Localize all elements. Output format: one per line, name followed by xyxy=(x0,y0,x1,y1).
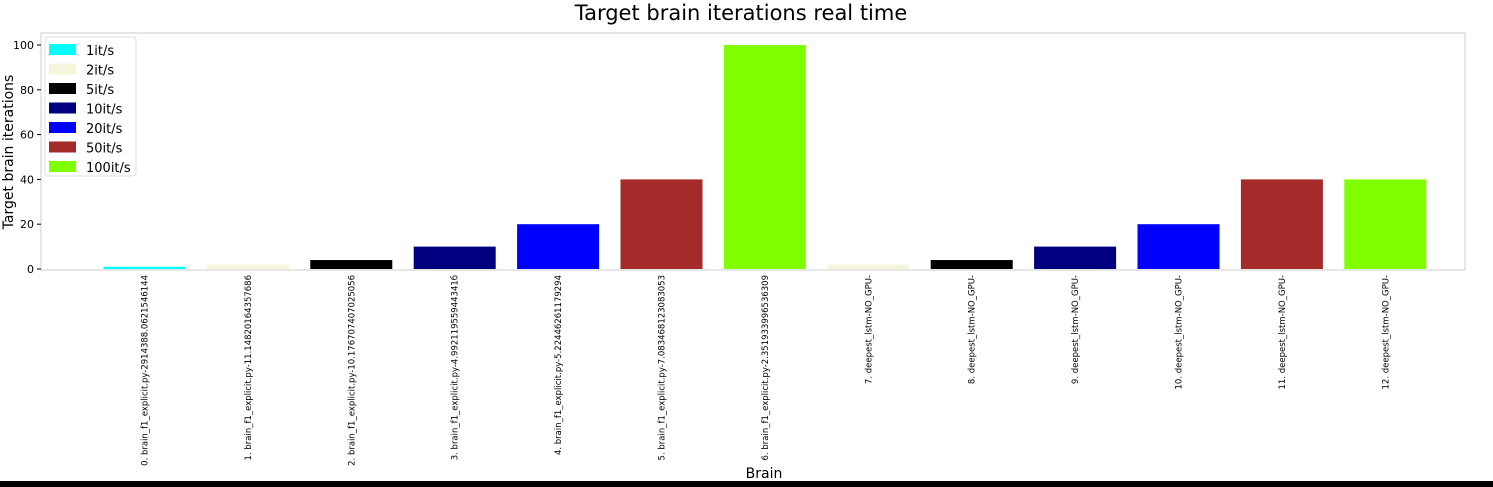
legend-swatch xyxy=(49,141,76,153)
legend-label: 1it/s xyxy=(86,44,114,59)
x-tick-label: 0. brain_f1_explicit.py-2914388.06215461… xyxy=(141,275,151,466)
y-axis: 0 20 40 60 80 100 xyxy=(13,39,41,276)
bar xyxy=(723,45,806,269)
bar xyxy=(103,266,186,269)
bar xyxy=(1240,179,1323,269)
bar xyxy=(1344,179,1427,269)
x-tick-label: 10. deepest_lstm-NO_GPU- xyxy=(1175,275,1185,389)
legend-label: 50it/s xyxy=(86,142,123,157)
bar xyxy=(1137,224,1220,269)
bar xyxy=(310,260,393,269)
legend-swatch xyxy=(49,161,76,172)
x-tick-label: 12. deepest_lstm-NO_GPU- xyxy=(1381,275,1391,389)
x-tick-label: 3. brain_f1_explicit.py-4.99211955944341… xyxy=(451,275,461,460)
bar xyxy=(206,264,289,269)
legend-swatch xyxy=(49,102,76,114)
legend-label: 100it/s xyxy=(86,161,131,176)
legend: 1it/s 2it/s 5it/s 10it/s 20it/s 50it/s 100it/s xyxy=(44,36,137,177)
legend-swatch xyxy=(49,83,76,94)
y-tick-label: 100 xyxy=(13,39,34,52)
bar xyxy=(517,224,600,269)
y-axis-label: Target brain iterations xyxy=(1,75,17,231)
x-tick-label: 9. deepest_lstm-NO_GPU- xyxy=(1071,275,1081,384)
x-tick-label: 11. deepest_lstm-NO_GPU- xyxy=(1278,275,1288,389)
x-tick-label: 7. deepest_lstm-NO_GPU- xyxy=(864,275,874,384)
y-tick-label: 0 xyxy=(27,263,34,276)
y-tick-label: 40 xyxy=(20,173,34,186)
x-tick-label: 6. brain_f1_explicit.py-2.35193399653630… xyxy=(761,275,771,460)
y-tick-label: 80 xyxy=(20,84,34,97)
x-tick-label: 5. brain_f1_explicit.py-7.08346812308305… xyxy=(658,275,668,460)
x-tick-label: 2. brain_f1_explicit.py-10.1767074070250… xyxy=(347,275,357,466)
bar xyxy=(413,246,496,269)
chart-title: Target brain iterations real time xyxy=(574,1,908,25)
bar xyxy=(827,264,910,269)
legend-label: 10it/s xyxy=(86,103,123,118)
legend-label: 5it/s xyxy=(86,83,114,98)
bar xyxy=(620,179,703,269)
y-tick-label: 20 xyxy=(20,218,34,231)
x-tick-label: 4. brain_f1_explicit.py-5.22446261179294 xyxy=(554,275,564,455)
y-tick-label: 60 xyxy=(20,129,34,142)
legend-label: 2it/s xyxy=(86,64,114,79)
bars xyxy=(103,45,1427,269)
x-axis-label: Brain xyxy=(746,466,783,481)
bar xyxy=(1034,246,1117,269)
legend-swatch xyxy=(49,63,76,75)
legend-label: 20it/s xyxy=(86,122,123,137)
legend-swatch xyxy=(49,122,76,133)
x-axis: 0. brain_f1_explicit.py-2914388.06215461… xyxy=(141,275,1392,466)
x-tick-label: 8. deepest_lstm-NO_GPU- xyxy=(968,275,978,384)
legend-swatch xyxy=(49,44,76,55)
x-tick-label: 1. brain_f1_explicit.py-11.1482016435768… xyxy=(244,275,254,460)
bar xyxy=(930,260,1013,269)
